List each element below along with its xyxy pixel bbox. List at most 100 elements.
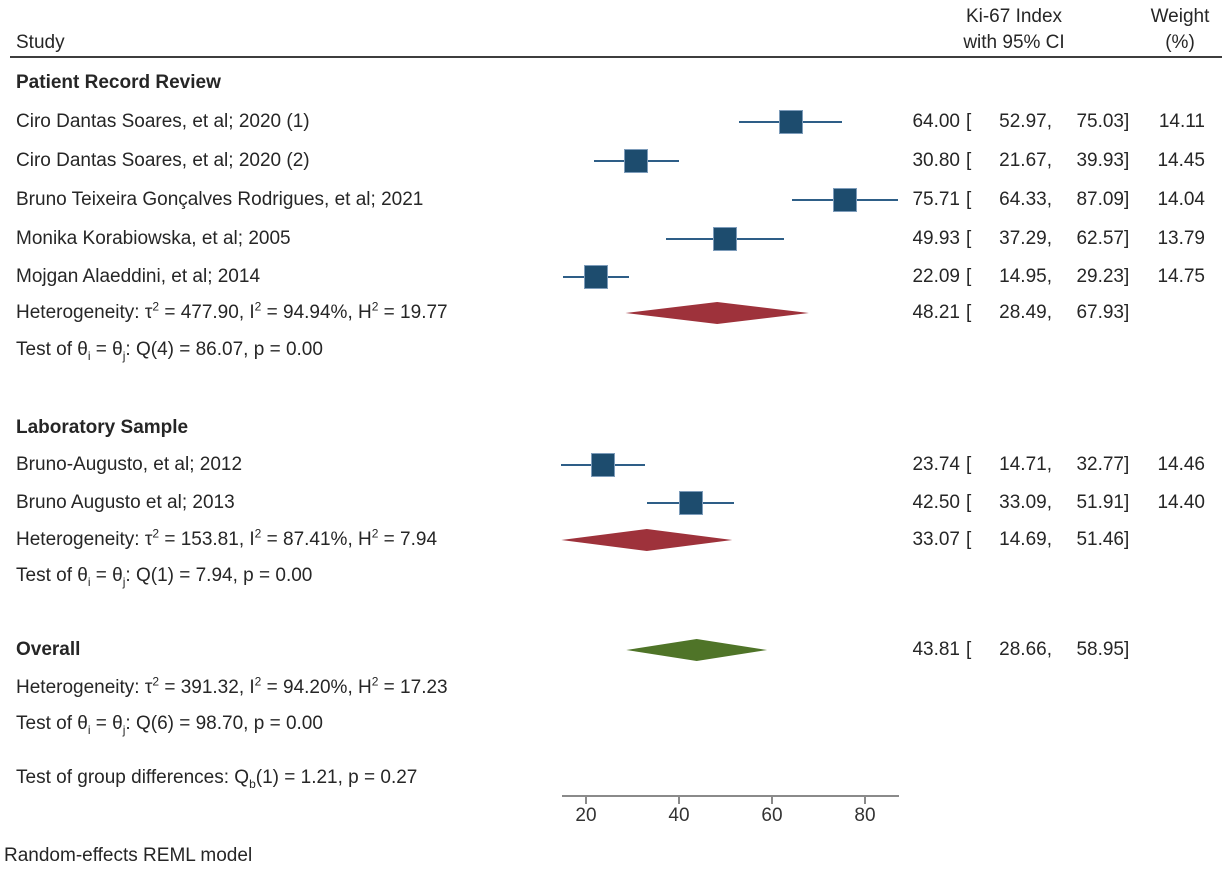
ci-high-value: 87.09 [1076, 189, 1124, 210]
study-label: Ciro Dantas Soares, et al; 2020 (2) [16, 150, 310, 171]
axis-tick [585, 797, 587, 804]
weight-value: 13.79 [1157, 228, 1205, 249]
weight-value: 14.46 [1157, 454, 1205, 475]
axis-tick-label: 80 [854, 805, 876, 826]
weight-value: 14.45 [1157, 150, 1205, 171]
ci-open-bracket: [ [966, 302, 972, 323]
ci-close-bracket: ] [1124, 639, 1130, 660]
group-difference-label: Test of group differences: Qb(1) = 1.21,… [16, 767, 418, 791]
column-header-effect: Ki-67 Index with 95% CI [898, 4, 1130, 56]
point-estimate-marker [624, 149, 649, 173]
heterogeneity-label: Heterogeneity: τ2 = 391.32, I2 = 94.20%,… [16, 674, 448, 698]
ci-high-value: 62.57 [1076, 228, 1124, 249]
ci-close-bracket: ] [1124, 150, 1130, 171]
ci-high-value: 51.46 [1076, 529, 1124, 550]
ci-high-value: 32.77 [1076, 454, 1124, 475]
ci-open-bracket: [ [966, 492, 972, 513]
ci-high-value: 29.23 [1076, 266, 1124, 287]
estimate-value: 75.71 [912, 189, 960, 210]
ci-open-bracket: [ [966, 454, 972, 475]
ci-low-value: 28.49, [999, 302, 1052, 323]
test-label: Test of θi = θj: Q(4) = 86.07, p = 0.00 [16, 339, 323, 363]
point-estimate-marker [713, 227, 738, 251]
estimate-value: 22.09 [912, 266, 960, 287]
subgroup-summary-diamond [625, 302, 809, 324]
estimate-value: 33.07 [912, 529, 960, 550]
ci-open-bracket: [ [966, 150, 972, 171]
group-label: Laboratory Sample [16, 417, 189, 438]
ci-high-value: 58.95 [1076, 639, 1124, 660]
weight-value: 14.75 [1157, 266, 1205, 287]
ci-high-value: 39.93 [1076, 150, 1124, 171]
axis-tick-label: 20 [575, 805, 597, 826]
point-estimate-marker [778, 110, 803, 134]
ci-low-value: 21.67, [999, 150, 1052, 171]
group-label: Patient Record Review [16, 72, 221, 93]
ci-close-bracket: ] [1124, 529, 1130, 550]
estimate-value: 42.50 [912, 492, 960, 513]
estimate-value: 30.80 [912, 150, 960, 171]
test-label: Test of θi = θj: Q(1) = 7.94, p = 0.00 [16, 565, 313, 589]
ci-low-value: 37.29, [999, 228, 1052, 249]
subgroup-summary-diamond [561, 529, 733, 551]
column-header-study: Study [16, 32, 65, 53]
ci-close-bracket: ] [1124, 189, 1130, 210]
study-label: Monika Korabiowska, et al; 2005 [16, 228, 291, 249]
ci-high-value: 67.93 [1076, 302, 1124, 323]
axis-tick-label: 40 [668, 805, 690, 826]
axis-tick [771, 797, 773, 804]
point-estimate-marker [678, 491, 703, 515]
ci-open-bracket: [ [966, 639, 972, 660]
ci-close-bracket: ] [1124, 111, 1130, 132]
ci-close-bracket: ] [1124, 454, 1130, 475]
ci-low-value: 64.33, [999, 189, 1052, 210]
axis-tick [864, 797, 866, 804]
heterogeneity-label: Heterogeneity: τ2 = 477.90, I2 = 94.94%,… [16, 299, 448, 323]
weight-value: 14.11 [1158, 111, 1205, 132]
ci-low-value: 14.71, [999, 454, 1052, 475]
column-header-effect-line2: with 95% CI [963, 32, 1065, 53]
model-note: Random-effects REML model [4, 845, 253, 866]
ci-open-bracket: [ [966, 228, 972, 249]
axis-tick [678, 797, 680, 804]
ci-high-value: 75.03 [1076, 111, 1124, 132]
column-header-weight-line1: Weight [1150, 6, 1210, 27]
point-estimate-marker [591, 453, 616, 477]
study-label: Bruno-Augusto, et al; 2012 [16, 454, 243, 475]
weight-value: 14.40 [1157, 492, 1205, 513]
overall-summary-diamond [626, 639, 768, 661]
ci-low-value: 28.66, [999, 639, 1052, 660]
estimate-value: 48.21 [912, 302, 960, 323]
study-label: Bruno Teixeira Gonçalves Rodrigues, et a… [16, 189, 424, 210]
ci-open-bracket: [ [966, 189, 972, 210]
estimate-value: 64.00 [912, 111, 960, 132]
x-axis-line [562, 795, 899, 797]
header-rule [10, 56, 1222, 58]
ci-close-bracket: ] [1124, 228, 1130, 249]
ci-high-value: 51.91 [1076, 492, 1124, 513]
ci-low-value: 33.09, [999, 492, 1052, 513]
point-estimate-marker [583, 265, 608, 289]
ci-low-value: 14.95, [999, 266, 1052, 287]
test-label: Test of θi = θj: Q(6) = 98.70, p = 0.00 [16, 713, 323, 737]
ci-open-bracket: [ [966, 111, 972, 132]
point-estimate-marker [833, 188, 858, 212]
ci-low-value: 14.69, [999, 529, 1052, 550]
ci-close-bracket: ] [1124, 492, 1130, 513]
ci-close-bracket: ] [1124, 266, 1130, 287]
weight-value: 14.04 [1157, 189, 1205, 210]
axis-tick-label: 60 [761, 805, 783, 826]
column-header-weight-line2: (%) [1165, 32, 1195, 53]
estimate-value: 49.93 [912, 228, 960, 249]
ci-low-value: 52.97, [999, 111, 1052, 132]
estimate-value: 43.81 [912, 639, 960, 660]
overall-label: Overall [16, 639, 81, 660]
estimate-value: 23.74 [912, 454, 960, 475]
column-header-effect-line1: Ki-67 Index [965, 6, 1063, 27]
study-label: Ciro Dantas Soares, et al; 2020 (1) [16, 111, 310, 132]
study-label: Mojgan Alaeddini, et al; 2014 [16, 266, 261, 287]
column-header-weight: Weight (%) [1132, 4, 1228, 56]
study-label: Bruno Augusto et al; 2013 [16, 492, 235, 513]
ci-open-bracket: [ [966, 266, 972, 287]
